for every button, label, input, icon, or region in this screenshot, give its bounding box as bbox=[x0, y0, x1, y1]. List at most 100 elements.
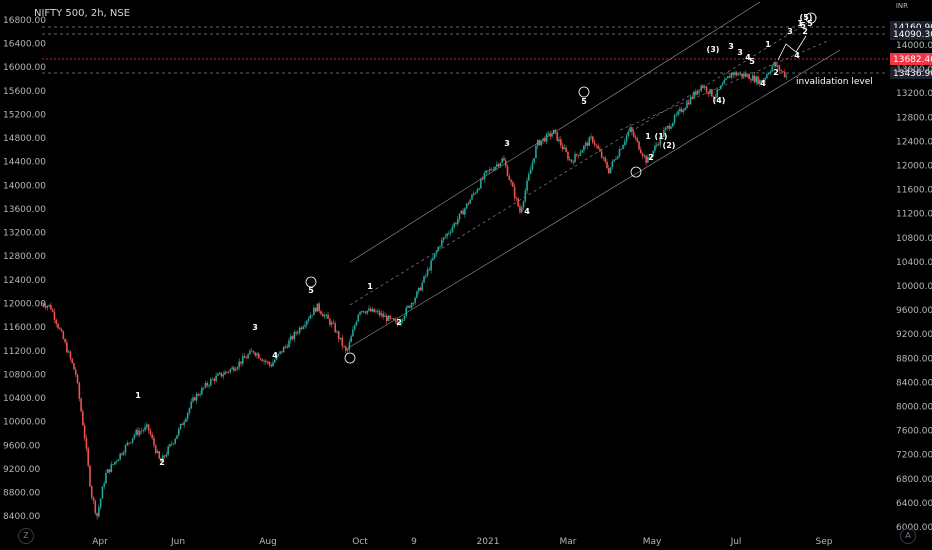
candle-body bbox=[508, 176, 511, 181]
candle-body bbox=[677, 111, 679, 115]
candle-body bbox=[460, 210, 463, 214]
candle-body bbox=[453, 223, 456, 228]
candle-body bbox=[510, 180, 512, 183]
candle-body bbox=[167, 446, 169, 455]
candle-body bbox=[298, 327, 301, 333]
candle-body bbox=[737, 74, 740, 76]
candle-body bbox=[359, 311, 361, 315]
wave-label: 4 bbox=[524, 207, 530, 216]
candle-body bbox=[684, 108, 687, 111]
candle-body bbox=[85, 438, 88, 449]
candle-body bbox=[528, 174, 530, 181]
candle-body bbox=[194, 397, 196, 401]
candle-body bbox=[529, 169, 532, 175]
time-axis: Apr Jun Aug Oct 9 2021 Mar May Jul Sep bbox=[92, 537, 833, 547]
wave-label: 4 bbox=[760, 79, 766, 88]
candle-body bbox=[673, 115, 676, 123]
candle-body bbox=[766, 74, 768, 78]
candle-body bbox=[323, 315, 326, 317]
candle-body bbox=[297, 332, 299, 334]
right-axis-tick: 14000.00 bbox=[896, 41, 932, 51]
candle-body bbox=[771, 66, 774, 72]
candle-body bbox=[60, 329, 63, 332]
candle-body bbox=[112, 464, 114, 466]
right-axis-tick: 10400.00 bbox=[896, 258, 932, 268]
candle-body bbox=[695, 91, 697, 95]
auto-scale-button[interactable]: A bbox=[900, 528, 916, 544]
candle-body bbox=[430, 260, 432, 271]
candle-body bbox=[343, 346, 345, 347]
left-axis-tick: 12000.00 bbox=[3, 299, 46, 309]
candle-body bbox=[213, 378, 216, 382]
candle-body bbox=[671, 122, 674, 127]
candle-body bbox=[295, 332, 297, 334]
candle-body bbox=[119, 453, 121, 460]
right-axis-tick: 8000.00 bbox=[896, 403, 932, 413]
left-axis-tick: 10400.00 bbox=[3, 394, 46, 404]
candle-body bbox=[300, 327, 303, 329]
candle-body bbox=[574, 154, 576, 163]
candle-body bbox=[675, 114, 678, 116]
candle-body bbox=[728, 76, 731, 78]
right-axis-tick: 12000.00 bbox=[896, 162, 932, 172]
candle-body bbox=[222, 374, 225, 377]
candle-body bbox=[590, 136, 592, 138]
candle-body bbox=[229, 369, 232, 372]
wave-label: 1 bbox=[645, 132, 651, 141]
candle-body bbox=[62, 331, 65, 340]
candle-body bbox=[105, 472, 107, 484]
candle-body bbox=[218, 372, 221, 374]
candle-body bbox=[183, 421, 185, 425]
candle-body bbox=[369, 308, 372, 312]
candle-body bbox=[83, 425, 86, 439]
left-axis-tick: 10000.00 bbox=[3, 418, 46, 428]
candle-body bbox=[401, 319, 404, 322]
candle-body bbox=[513, 186, 516, 198]
candle-body bbox=[263, 360, 265, 362]
candle-body bbox=[117, 459, 120, 462]
candle-body bbox=[556, 131, 559, 141]
candle-body bbox=[764, 77, 766, 80]
candle-body bbox=[108, 469, 111, 473]
candle-body bbox=[71, 358, 74, 364]
candle-body bbox=[739, 73, 742, 75]
candlestick-series bbox=[41, 60, 788, 520]
time-axis-tick: Jun bbox=[170, 537, 185, 547]
candle-body bbox=[657, 144, 660, 146]
candle-body bbox=[325, 314, 328, 316]
candle-body bbox=[533, 157, 535, 163]
candle-body bbox=[138, 431, 141, 435]
right-axis-tick: 10000.00 bbox=[896, 282, 932, 292]
candle-body bbox=[679, 108, 681, 112]
wave-label: 3 bbox=[737, 48, 743, 57]
candle-body bbox=[241, 356, 244, 364]
candle-body bbox=[227, 371, 230, 373]
left-axis-tick: 14000.00 bbox=[3, 181, 46, 191]
candle-body bbox=[455, 223, 457, 224]
candle-body bbox=[762, 79, 765, 83]
candle-body bbox=[78, 383, 81, 399]
candle-body bbox=[741, 73, 743, 77]
candle-body bbox=[245, 357, 248, 359]
candle-body bbox=[565, 147, 567, 152]
candle-body bbox=[69, 351, 72, 359]
wave-circle-marker bbox=[344, 352, 356, 364]
candle-body bbox=[355, 321, 358, 326]
candle-body bbox=[403, 315, 406, 320]
chart-annotations: invalidation level bbox=[777, 35, 873, 87]
candle-body bbox=[469, 199, 472, 204]
time-axis-tick: Aug bbox=[259, 537, 277, 547]
candle-body bbox=[757, 76, 759, 85]
candle-body bbox=[291, 336, 294, 340]
candle-body bbox=[767, 73, 770, 75]
time-axis-tick: Mar bbox=[560, 537, 577, 547]
zoom-button[interactable]: Z bbox=[18, 528, 34, 544]
candle-body bbox=[636, 138, 639, 142]
candle-body bbox=[103, 483, 105, 487]
wave-label: (3) bbox=[707, 45, 720, 54]
candle-body bbox=[208, 385, 210, 387]
candle-body bbox=[753, 75, 756, 83]
right-axis-tick: 13200.00 bbox=[896, 89, 932, 99]
candle-body bbox=[186, 412, 189, 419]
